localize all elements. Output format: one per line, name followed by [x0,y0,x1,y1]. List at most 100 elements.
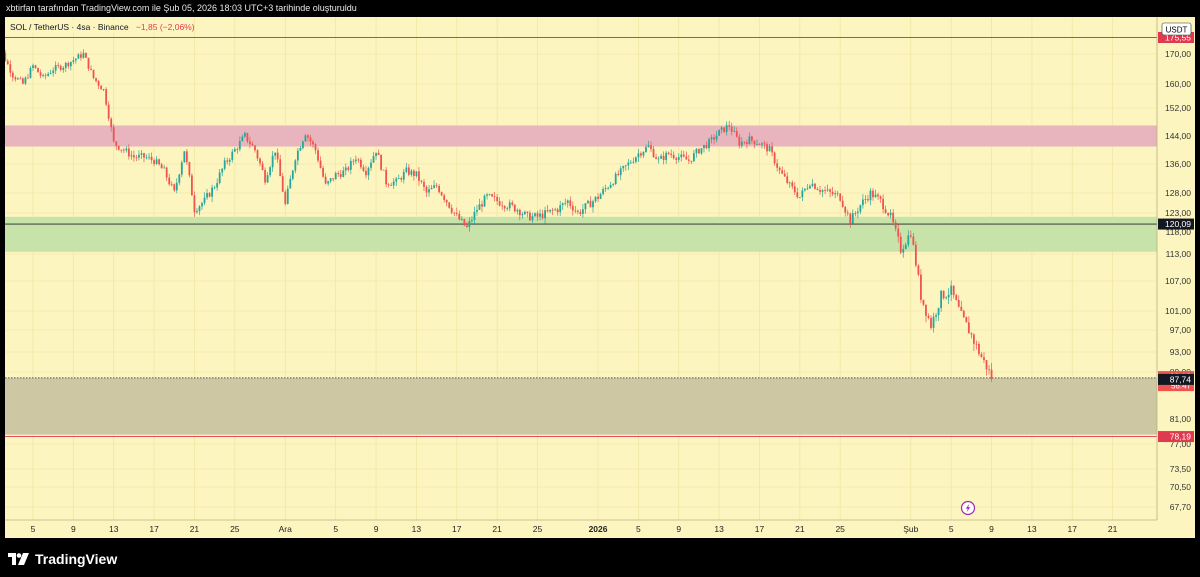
candles [5,49,993,383]
candle-body [372,156,375,163]
candle-body [188,162,191,176]
candle-body [420,180,423,182]
candle-body [72,60,75,62]
price-chart[interactable]: 170,00 160,00 152,00 144,00 136,00 128,00 123,… [5,17,1195,538]
zone-demand[interactable] [5,377,1157,435]
candle-body [163,167,166,169]
lightning-icon[interactable] [960,500,976,516]
candle-body [107,104,110,119]
candle-body [844,206,847,213]
currency-badge[interactable] [1161,22,1192,36]
time-tick-label: 5 [333,524,338,534]
candle-body [476,209,478,212]
candle-body [950,285,953,295]
candle-body [920,274,922,300]
candle-body [254,145,256,151]
candle-body [491,194,493,197]
candle-body [69,61,72,67]
candle-body [637,153,640,158]
candle-body [556,209,559,213]
candle-body [22,78,24,84]
candle-body [62,67,65,70]
time-tick-label: Şub [903,524,918,534]
candle-body [196,211,198,213]
candle-body [836,193,839,195]
candle-body [715,135,718,140]
candle-body [54,65,57,71]
candle-body [745,142,748,145]
candle-body [327,181,330,184]
candle-body [271,155,274,168]
price-tick-label: 93,00 [1170,347,1192,357]
zone-resistance[interactable] [5,125,1157,147]
candle-body [682,154,685,157]
candle-body [889,212,892,216]
candle-body [269,167,272,176]
candle-body [317,150,319,161]
candle-body [511,202,514,205]
candle-body [455,212,458,214]
time-axis[interactable]: 5 9 13 17 21 25 Ara 5 9 13 17 21 25 2026 5 9 13 17 21 25 Şub… [31,524,1118,534]
candle-body [655,157,657,159]
candle-body [990,369,993,380]
candle-body [672,154,675,159]
candle-body [579,211,582,214]
candle-body [460,219,463,220]
candle-body [627,162,630,166]
time-tick-label: 17 [1068,524,1078,534]
time-tick-label: 17 [452,524,462,534]
candle-body [771,146,773,153]
candle-body [967,322,970,334]
tradingview-logo[interactable]: TradingView [8,550,117,568]
candle-body [786,176,789,184]
candle-body [357,159,360,161]
candle-body [607,187,610,189]
candle-body [390,185,393,186]
candle-body [9,64,12,73]
candle-body [486,194,488,196]
candle-body [728,125,731,127]
candle-body [425,186,428,193]
zone-support[interactable] [5,216,1157,252]
candle-body [962,310,965,318]
candle-body [874,194,877,198]
time-tick-label: 21 [1108,524,1118,534]
candle-body [226,160,229,162]
symbol-legend[interactable]: SOL / TetherUS · 4sa · Binance −1,85 (−2… [10,22,195,32]
candle-body [453,212,456,214]
candle-body [148,156,150,158]
candle-body [650,145,652,150]
candle-body [337,173,340,174]
candle-body [942,290,945,299]
attribution-text: xbtirfan tarafından TradingView.com ile … [6,3,357,13]
candle-body [897,228,900,237]
candle-body [183,151,186,163]
candle-body [587,200,589,204]
candle-body [483,195,486,207]
candle-body [614,173,617,185]
candle-body [826,189,829,191]
candle-body [945,297,948,299]
candle-body [534,213,536,217]
candle-body [37,67,39,73]
candle-body [589,200,592,208]
time-tick-label: 21 [492,524,502,534]
candle-body [385,169,388,185]
price-axis[interactable]: 170,00 160,00 152,00 144,00 136,00 128,00 123,… [1165,49,1191,512]
candle-body [541,213,544,219]
candle-body [763,143,766,145]
candle-body [814,183,816,189]
candle-body [851,213,854,224]
candle-body [175,182,178,191]
candle-body [259,158,261,164]
candle-body [988,369,990,371]
time-tick-label: 21 [190,524,200,534]
candle-body [665,152,668,161]
candle-body [930,317,932,328]
candle-body [329,178,332,182]
candle-body [231,151,234,160]
candle-body [909,235,912,237]
candle-body [445,199,448,203]
candle-body [100,85,103,90]
candle-body [516,209,519,212]
